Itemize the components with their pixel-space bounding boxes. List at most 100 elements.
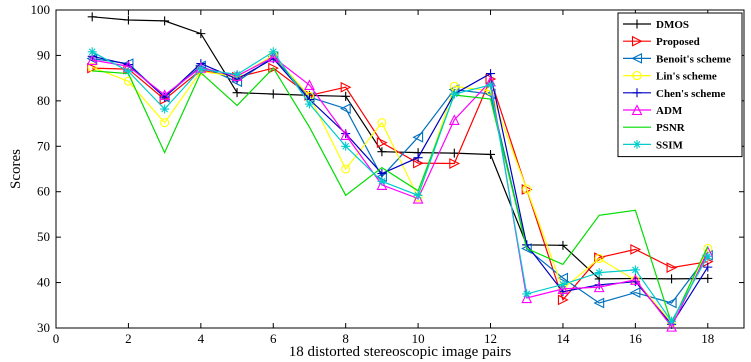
data-point <box>665 297 677 309</box>
x-tick-label: 8 <box>342 331 349 346</box>
data-point <box>666 320 677 332</box>
series-line <box>92 56 709 328</box>
y-tick-label: 30 <box>37 320 50 335</box>
x-tick-label: 14 <box>556 331 570 346</box>
plot-frame <box>55 9 745 329</box>
x-tick-label: 16 <box>629 331 643 346</box>
y-axis-label: Scores <box>8 149 24 189</box>
data-point <box>268 47 278 57</box>
y-tick-label: 90 <box>37 47 50 62</box>
data-point <box>87 62 98 74</box>
y-tick-label: 100 <box>31 2 51 17</box>
data-point <box>232 70 242 80</box>
legend-item: ADM <box>623 104 683 117</box>
x-tick-label: 4 <box>198 331 205 346</box>
data-point <box>631 35 643 47</box>
x-tick-label: 10 <box>412 331 425 346</box>
series-adm <box>86 51 714 332</box>
y-tick-label: 80 <box>37 93 50 108</box>
data-point <box>632 139 642 149</box>
series-line <box>91 50 709 323</box>
data-point <box>377 147 387 157</box>
series-ssim <box>87 47 713 326</box>
data-point <box>594 252 605 263</box>
data-point <box>159 89 171 101</box>
series-line <box>92 56 709 304</box>
data-point <box>629 287 641 298</box>
series-line <box>92 16 708 280</box>
data-point <box>376 137 388 149</box>
data-point <box>449 158 461 169</box>
x-axis-label: 18 distorted stereoscopic image pairs <box>289 344 512 360</box>
data-point <box>558 240 568 250</box>
data-point <box>160 104 170 114</box>
data-point <box>632 19 642 29</box>
data-point <box>486 149 496 159</box>
legend-item: PSNR <box>623 122 686 134</box>
data-point <box>160 16 170 26</box>
series-line <box>92 67 709 326</box>
series-psnr <box>92 67 709 326</box>
x-tick-label: 0 <box>53 331 60 346</box>
data-point <box>339 103 351 114</box>
legend-item: DMOS <box>623 19 689 31</box>
data-point <box>196 64 206 74</box>
data-point <box>557 294 569 306</box>
data-point <box>630 244 642 255</box>
data-point <box>594 253 604 264</box>
data-point <box>632 71 642 81</box>
data-point <box>341 141 351 151</box>
y-tick-label: 60 <box>37 184 50 199</box>
legend-item: Lin's scheme <box>623 71 717 83</box>
x-tick-label: 6 <box>270 331 277 346</box>
data-point <box>341 164 351 174</box>
data-point <box>86 54 98 66</box>
data-point <box>413 153 423 163</box>
data-point <box>449 89 459 99</box>
data-point <box>629 274 641 285</box>
data-point <box>521 292 533 304</box>
data-point <box>703 251 713 261</box>
series-line <box>92 55 709 326</box>
data-point <box>412 192 424 204</box>
data-point <box>631 53 643 64</box>
legend-item: Proposed <box>623 35 700 48</box>
legend-box <box>617 12 743 158</box>
data-point <box>341 91 351 101</box>
data-point <box>593 297 605 309</box>
data-point <box>304 79 315 91</box>
data-point <box>340 129 352 140</box>
data-point <box>87 47 97 57</box>
data-point <box>377 118 387 128</box>
data-point <box>448 114 460 125</box>
data-point <box>522 289 532 299</box>
legend-label: SSIM <box>656 139 684 151</box>
x-tick-label: 18 <box>701 331 714 346</box>
data-point <box>377 169 387 179</box>
series-line <box>92 67 708 301</box>
legend: DMOS Proposed Benoit's scheme Lin's scheme C… <box>617 12 743 158</box>
data-point <box>232 88 242 98</box>
data-point <box>449 148 459 158</box>
data-point <box>376 179 388 190</box>
legend-item: Chen's scheme <box>623 88 725 100</box>
data-point <box>413 190 423 200</box>
data-point <box>632 88 642 98</box>
plot-axes: 30 40 50 60 70 80 90 100 0 2 4 6 8 10 12 14 16 18 <box>31 2 745 346</box>
data-point <box>196 29 206 39</box>
legend-item: SSIM <box>623 139 684 151</box>
data-point <box>412 131 424 143</box>
legend-label: Lin's scheme <box>656 71 717 83</box>
series-lines <box>86 12 714 332</box>
data-point <box>268 89 278 99</box>
data-point <box>231 70 243 81</box>
data-point <box>631 104 643 116</box>
data-point <box>558 279 568 289</box>
x-tick-label: 12 <box>484 331 497 346</box>
legend-label: Chen's scheme <box>656 88 725 100</box>
data-point <box>160 118 170 128</box>
y-tick-label: 50 <box>37 229 50 244</box>
data-point <box>557 283 569 294</box>
data-point <box>666 262 678 273</box>
legend-item: Benoit's scheme <box>623 53 731 65</box>
